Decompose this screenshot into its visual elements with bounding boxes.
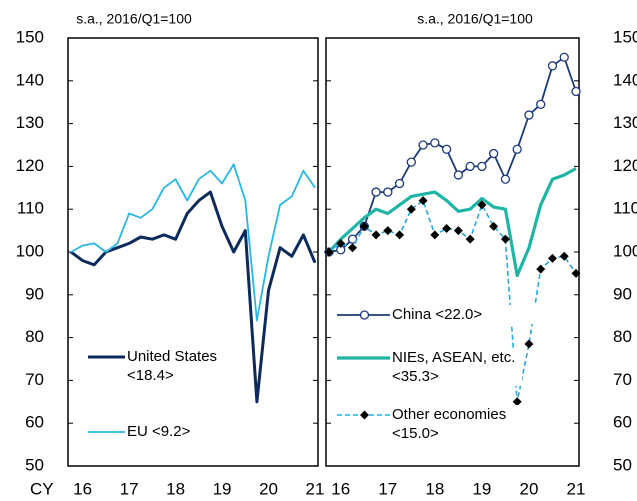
series-line — [70, 163, 316, 322]
x-tick-label: 17 — [120, 479, 139, 498]
x-tick-label: 16 — [73, 479, 92, 498]
subtitle: s.a., 2016/Q1=100 — [76, 11, 192, 27]
data-point — [512, 397, 522, 407]
data-point — [359, 221, 369, 231]
x-axis-label: CY — [30, 479, 54, 498]
data-point — [430, 138, 440, 148]
y-tick-label: 90 — [25, 284, 44, 303]
y-tick-label: 50 — [613, 455, 632, 474]
data-point — [536, 264, 546, 274]
data-point — [571, 268, 581, 278]
data-point — [336, 238, 346, 248]
data-point — [489, 148, 499, 159]
y-tick-label: 140 — [16, 70, 44, 89]
data-point — [465, 161, 475, 172]
x-tick-label: 21 — [567, 479, 586, 498]
data-point — [547, 61, 558, 71]
y-tick-label: 140 — [613, 70, 637, 89]
y-tick-label: 130 — [16, 113, 44, 132]
data-point — [371, 187, 381, 197]
plot-frame — [67, 37, 319, 467]
legend-label: Other economies <15.0> — [392, 405, 542, 443]
x-tick-label: 16 — [331, 479, 350, 498]
data-point — [453, 170, 464, 180]
y-tick-label: 60 — [613, 413, 632, 432]
data-point — [441, 144, 452, 154]
data-point — [477, 161, 487, 172]
y-tick-label: 110 — [17, 199, 44, 218]
x-tick-label: 18 — [425, 479, 444, 498]
y-tick-label: 50 — [25, 455, 44, 474]
data-point — [406, 204, 416, 214]
y-tick-label: 120 — [613, 156, 637, 175]
x-tick-label: 21 — [306, 479, 325, 498]
y-tick-label: 130 — [613, 113, 637, 132]
series-line — [327, 167, 577, 278]
legend-marker — [360, 410, 369, 420]
y-tick-label: 110 — [613, 199, 637, 218]
data-point — [395, 230, 405, 240]
series-line — [70, 190, 317, 404]
x-tick-label: 17 — [378, 479, 397, 498]
data-point — [418, 196, 428, 206]
data-point — [559, 52, 569, 62]
data-point — [477, 200, 487, 210]
y-tick-label: 70 — [25, 370, 44, 389]
data-point — [489, 221, 499, 231]
data-point — [547, 253, 557, 263]
data-point — [418, 140, 428, 150]
data-point — [430, 230, 440, 240]
y-tick-label: 90 — [613, 284, 632, 303]
y-tick-label: 70 — [613, 370, 632, 389]
data-point — [383, 187, 393, 197]
y-tick-label: 80 — [25, 327, 44, 346]
data-point — [383, 226, 393, 236]
x-tick-label: 19 — [472, 479, 491, 498]
data-point — [571, 86, 581, 97]
y-tick-label: 150 — [613, 27, 637, 46]
legend-label: China <22.0> — [392, 305, 542, 324]
data-point — [453, 226, 463, 236]
data-point — [465, 234, 475, 244]
y-tick-label: 120 — [16, 156, 44, 175]
subtitle: s.a., 2016/Q1=100 — [417, 11, 533, 27]
legend-label: United States <18.4> — [127, 347, 249, 385]
legend-label: NIEs, ASEAN, etc. <35.3> — [392, 348, 522, 386]
legend-marker — [359, 310, 370, 320]
legend-label: EU <9.2> — [127, 422, 227, 441]
data-point — [524, 339, 534, 349]
data-point — [406, 157, 416, 167]
data-point — [348, 243, 358, 253]
y-tick-label: 150 — [16, 27, 44, 46]
data-point — [524, 110, 534, 120]
data-point — [500, 174, 511, 184]
data-point — [559, 251, 569, 261]
y-tick-label: 80 — [613, 327, 632, 346]
y-tick-label: 100 — [16, 241, 44, 260]
data-point — [442, 223, 452, 233]
x-tick-label: 19 — [213, 479, 232, 498]
data-point — [512, 144, 522, 154]
data-point — [536, 99, 546, 109]
data-point — [371, 230, 381, 240]
data-point — [500, 234, 510, 244]
x-tick-label: 18 — [166, 479, 185, 498]
y-tick-label: 100 — [613, 241, 637, 260]
y-tick-label: 60 — [25, 413, 44, 432]
series-line — [328, 56, 577, 253]
data-point — [394, 178, 405, 189]
x-tick-label: 20 — [519, 479, 538, 498]
data-point — [324, 247, 334, 257]
x-tick-label: 20 — [259, 479, 278, 498]
